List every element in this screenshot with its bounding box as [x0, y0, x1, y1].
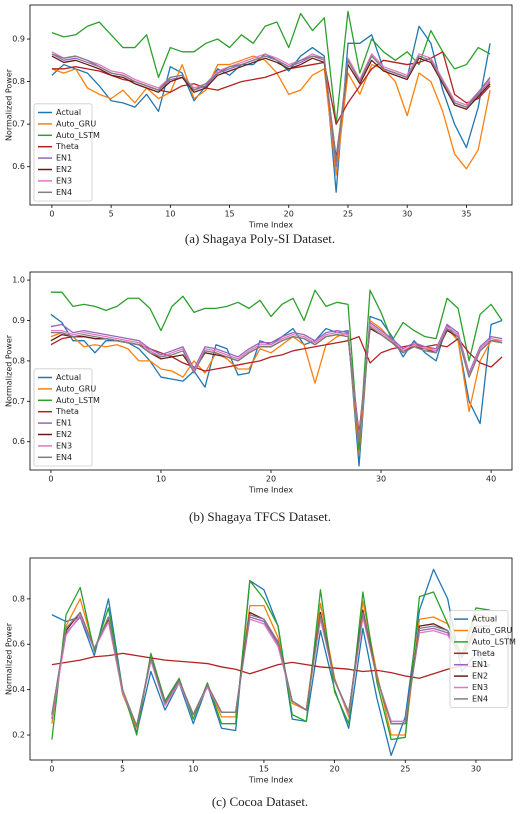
y-tick-label: 0.8 — [12, 594, 25, 603]
legend-label: Theta — [55, 407, 79, 416]
x-tick-label: 30 — [376, 475, 386, 484]
x-tick-label: 25 — [400, 765, 410, 774]
legend-label: Actual — [56, 108, 81, 117]
y-tick-label: 0.6 — [12, 437, 25, 446]
y-tick-label: 0.9 — [12, 316, 25, 325]
series-line — [51, 25, 491, 193]
legend-box — [449, 610, 509, 709]
x-tick-label: 10 — [165, 210, 175, 219]
legend-label: EN3 — [56, 176, 72, 185]
series-line — [50, 321, 503, 443]
x-tick-label: 0 — [48, 475, 53, 484]
x-tick-label: 0 — [49, 765, 54, 774]
series-line — [51, 55, 491, 176]
series-line — [51, 51, 491, 164]
y-tick-label: 0.9 — [12, 35, 25, 44]
x-tick-label: 15 — [224, 210, 234, 219]
legend-box — [33, 103, 93, 202]
x-tick-label: 0 — [49, 210, 54, 219]
x-axis-label: Time Index — [248, 221, 293, 230]
legend-label: EN1 — [56, 154, 72, 163]
chart-caption: (b) Shagaya TFCS Dataset. — [189, 509, 331, 524]
y-tick-label: 1.0 — [12, 276, 25, 285]
legend-label: Actual — [472, 615, 497, 624]
legend-label: Auto_GRU — [56, 384, 96, 393]
y-tick-label: 0.7 — [12, 120, 25, 129]
legend: Actual Auto_GRU Auto_LSTM Theta EN1 EN2 EN3 EN4 — [33, 368, 100, 467]
legend-label: Theta — [55, 142, 79, 151]
legend-label: EN3 — [472, 683, 488, 692]
series-line — [50, 323, 503, 439]
legend-label: EN2 — [472, 672, 488, 681]
x-tick-label: 25 — [343, 210, 353, 219]
x-tick-label: 20 — [284, 210, 294, 219]
x-tick-label: 30 — [402, 210, 412, 219]
legend-label: Actual — [56, 373, 81, 382]
legend-label: EN2 — [56, 430, 72, 439]
x-tick-label: 20 — [330, 765, 340, 774]
series-line — [51, 55, 491, 159]
legend-label: EN4 — [56, 188, 72, 197]
legend-label: EN1 — [472, 660, 488, 669]
plot-area — [29, 271, 513, 471]
x-axis-label: Time Index — [248, 776, 293, 785]
x-tick-label: 10 — [156, 475, 166, 484]
chart: 0 10 20 30 40 0.6 0.7 0.8 0.9 1.0 Time Index Normal… — [5, 271, 513, 524]
legend-label: Auto_LSTM — [472, 637, 516, 646]
plot-area — [29, 4, 513, 206]
x-axis-label: Time Index — [248, 486, 293, 495]
x-tick-label: 10 — [188, 765, 198, 774]
legend-label: Auto_GRU — [56, 119, 96, 128]
chart-caption: (c) Cocoa Dataset. — [212, 794, 308, 809]
legend: Actual Auto_GRU Auto_LSTM Theta EN1 EN2 EN3 EN4 — [33, 103, 100, 202]
y-axis-label: Normalized Power — [5, 622, 14, 695]
y-tick-label: 0.2 — [12, 731, 25, 740]
legend-label: EN2 — [56, 165, 72, 174]
x-tick-label: 40 — [486, 475, 496, 484]
x-tick-label: 30 — [471, 765, 481, 774]
y-tick-label: 0.8 — [12, 77, 25, 86]
chart-caption: (a) Shagaya Poly-SI Dataset. — [185, 231, 335, 246]
series-line — [51, 611, 491, 727]
legend-label: Auto_LSTM — [56, 131, 100, 140]
series-line — [51, 652, 491, 679]
y-tick-label: 0.7 — [12, 397, 25, 406]
x-tick-label: 35 — [461, 210, 471, 219]
y-tick-label: 0.4 — [12, 685, 25, 694]
y-tick-label: 0.8 — [12, 356, 25, 365]
chart: 0 5 10 15 20 25 30 0.2 0.4 0.6 0.8 Time Index Normal… — [5, 557, 516, 809]
legend-label: EN4 — [56, 453, 72, 462]
x-tick-label: 20 — [266, 475, 276, 484]
chart: 0 5 10 15 20 25 30 35 0.6 0.7 0.8 0.9 Time Index Norm… — [5, 4, 513, 246]
legend-label: Auto_LSTM — [56, 396, 100, 405]
y-tick-label: 0.6 — [12, 162, 25, 171]
legend-label: EN3 — [56, 441, 72, 450]
x-tick-label: 15 — [259, 765, 269, 774]
legend: Actual Auto_GRU Auto_LSTM Theta EN1 EN2 EN3 EN4 — [449, 610, 516, 709]
y-tick-label: 0.6 — [12, 640, 25, 649]
legend-box — [33, 368, 93, 467]
legend-label: EN1 — [56, 419, 72, 428]
legend-label: EN4 — [472, 694, 488, 703]
plot-area — [29, 557, 513, 761]
legend-label: Auto_GRU — [472, 626, 512, 635]
series-line — [50, 289, 503, 451]
x-tick-label: 5 — [109, 210, 114, 219]
series-line — [50, 325, 503, 443]
y-axis-label: Normalized Power — [5, 68, 14, 141]
y-axis-label: Normalized Power — [5, 334, 14, 407]
series-line — [51, 53, 491, 164]
legend-label: Theta — [471, 649, 495, 658]
x-tick-label: 5 — [120, 765, 125, 774]
